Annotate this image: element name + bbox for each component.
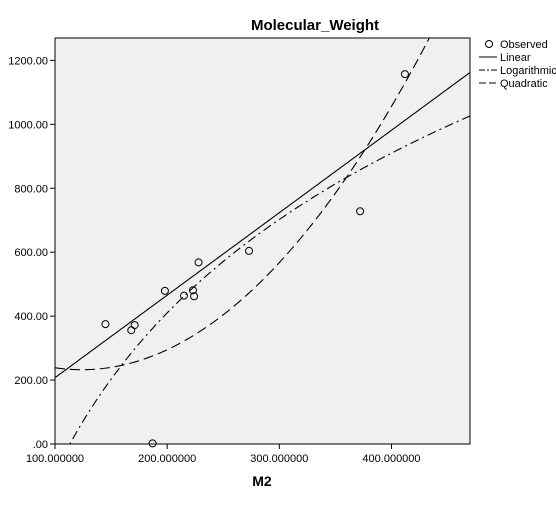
- fit-line-linear: [55, 72, 470, 379]
- fit-curves: [55, 38, 470, 444]
- legend-label: Logarithmic: [500, 65, 556, 77]
- y-tick-label: 1000.00: [8, 119, 48, 131]
- observed-point: [148, 439, 157, 448]
- y-axis: .00 200.00 400.00 600.00 800.00 1000.00 1200.0…: [8, 55, 55, 451]
- y-tick-label: .00: [33, 439, 48, 451]
- x-axis-title: M2: [252, 473, 272, 489]
- legend-label: Quadratic: [500, 78, 548, 90]
- legend-label: Linear: [500, 52, 531, 64]
- observed-point: [101, 320, 110, 329]
- x-tick-label: 100.000000: [26, 453, 84, 465]
- y-tick-label: 600.00: [14, 247, 48, 259]
- observed-point: [179, 291, 188, 300]
- y-tick-label: 800.00: [14, 183, 48, 195]
- x-tick-label: 200.000000: [138, 453, 196, 465]
- observed-point: [190, 292, 199, 301]
- legend-label: Observed: [500, 39, 548, 51]
- observed-markers: [101, 70, 409, 448]
- fit-line-quadratic: [55, 38, 430, 371]
- observed-point: [188, 286, 197, 295]
- observed-point: [130, 321, 139, 330]
- chart-title: Molecular_Weight: [251, 17, 379, 34]
- x-tick-label: 300.000000: [250, 453, 308, 465]
- observed-point: [356, 207, 365, 216]
- legend-marker-observed: [485, 40, 493, 48]
- y-tick-label: 1200.00: [8, 55, 48, 67]
- observed-point: [245, 246, 254, 255]
- observed-point: [194, 258, 203, 267]
- y-tick-label: 200.00: [14, 375, 48, 387]
- observed-point: [160, 286, 169, 295]
- x-axis: 100.000000 200.000000 300.000000 400.000000: [26, 444, 421, 465]
- fit-line-logarithmic: [69, 115, 470, 444]
- observed-point: [400, 70, 409, 79]
- x-tick-label: 400.000000: [362, 453, 420, 465]
- y-tick-label: 400.00: [14, 311, 48, 323]
- plot-area: [54, 37, 471, 445]
